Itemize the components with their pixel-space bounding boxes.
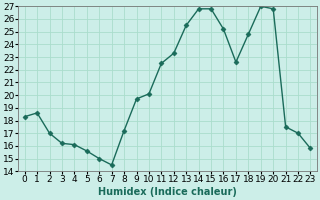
X-axis label: Humidex (Indice chaleur): Humidex (Indice chaleur) [98,187,237,197]
